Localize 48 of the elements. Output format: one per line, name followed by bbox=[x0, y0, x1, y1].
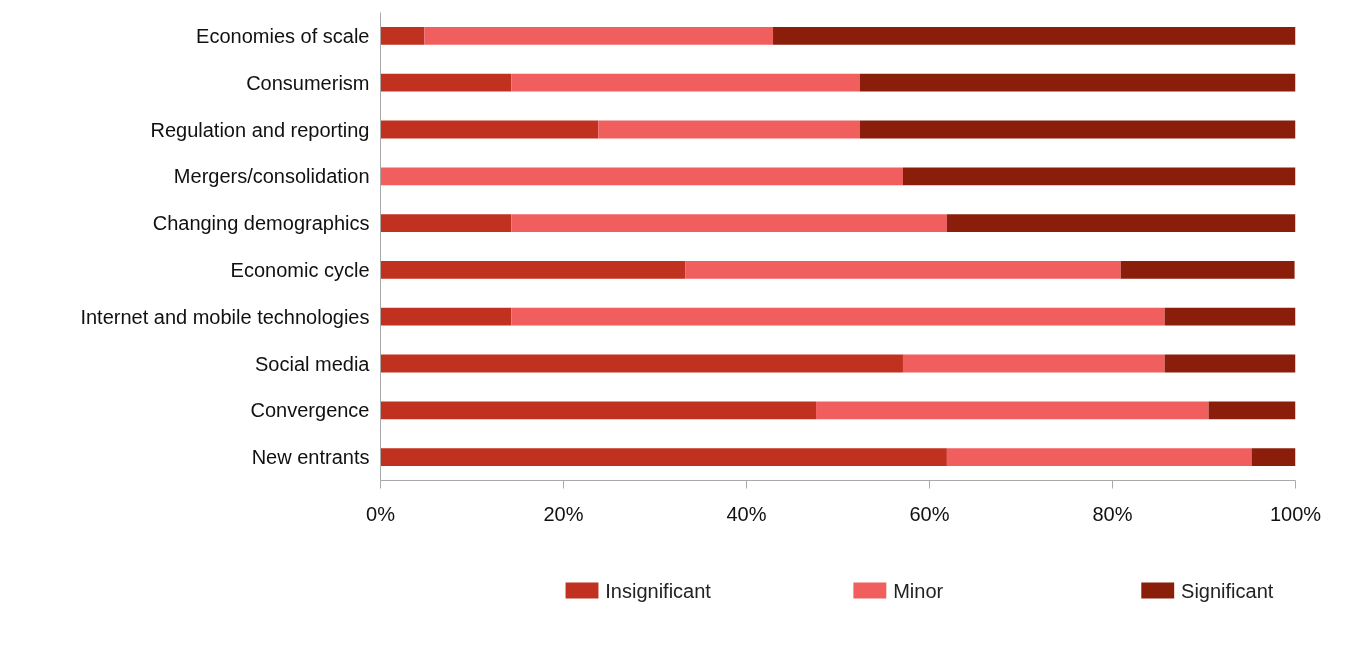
x-tick-label: 80% bbox=[1092, 502, 1133, 525]
y-tick-label: New entrants bbox=[251, 446, 370, 469]
bar bbox=[380, 401, 817, 420]
x-tick-label: 40% bbox=[726, 502, 767, 525]
x-tick-label: 60% bbox=[909, 502, 950, 525]
y-tick-label: Regulation and reporting bbox=[150, 118, 370, 141]
x-tick-label: 100% bbox=[1269, 502, 1322, 525]
y-tick-label: Economies of scale bbox=[196, 24, 370, 47]
bar bbox=[380, 167, 903, 186]
bar bbox=[380, 261, 686, 279]
y-tick-label: Convergence bbox=[250, 399, 370, 422]
bar bbox=[902, 354, 1165, 373]
bar bbox=[380, 448, 947, 466]
bar bbox=[511, 214, 947, 232]
y-tick-label: Economic cycle bbox=[230, 258, 370, 281]
bar bbox=[816, 401, 1209, 420]
bar bbox=[380, 73, 512, 92]
legend-label: Minor bbox=[893, 579, 944, 602]
bar bbox=[773, 27, 1296, 45]
y-tick-label: Mergers/consolidation bbox=[173, 165, 370, 188]
bar bbox=[1208, 401, 1296, 420]
legend-label: Insignificant bbox=[605, 579, 712, 602]
bar bbox=[380, 120, 599, 139]
bar bbox=[859, 73, 1296, 92]
bar bbox=[1120, 261, 1295, 279]
bar bbox=[511, 73, 860, 92]
x-tick-label: 0% bbox=[366, 502, 396, 525]
bar bbox=[946, 448, 1252, 466]
bar bbox=[685, 261, 1121, 279]
bar bbox=[902, 167, 1296, 186]
y-tick-label: Consumerism bbox=[246, 71, 370, 94]
bar bbox=[380, 214, 512, 232]
y-tick-label: Internet and mobile technologies bbox=[80, 305, 370, 328]
y-tick-label: Social media bbox=[255, 352, 371, 375]
bar bbox=[1164, 354, 1296, 373]
bar bbox=[380, 354, 903, 373]
bar bbox=[946, 214, 1296, 232]
bar bbox=[598, 120, 860, 139]
bar bbox=[424, 27, 774, 45]
bar bbox=[380, 307, 512, 326]
x-tick-label: 20% bbox=[543, 502, 584, 525]
bar bbox=[1164, 307, 1296, 326]
bar bbox=[511, 307, 1165, 326]
bar bbox=[859, 120, 1296, 139]
bar bbox=[380, 27, 425, 45]
y-tick-label: Changing demographics bbox=[152, 212, 370, 235]
bar bbox=[1251, 448, 1296, 466]
legend-label: Significant bbox=[1181, 579, 1274, 602]
